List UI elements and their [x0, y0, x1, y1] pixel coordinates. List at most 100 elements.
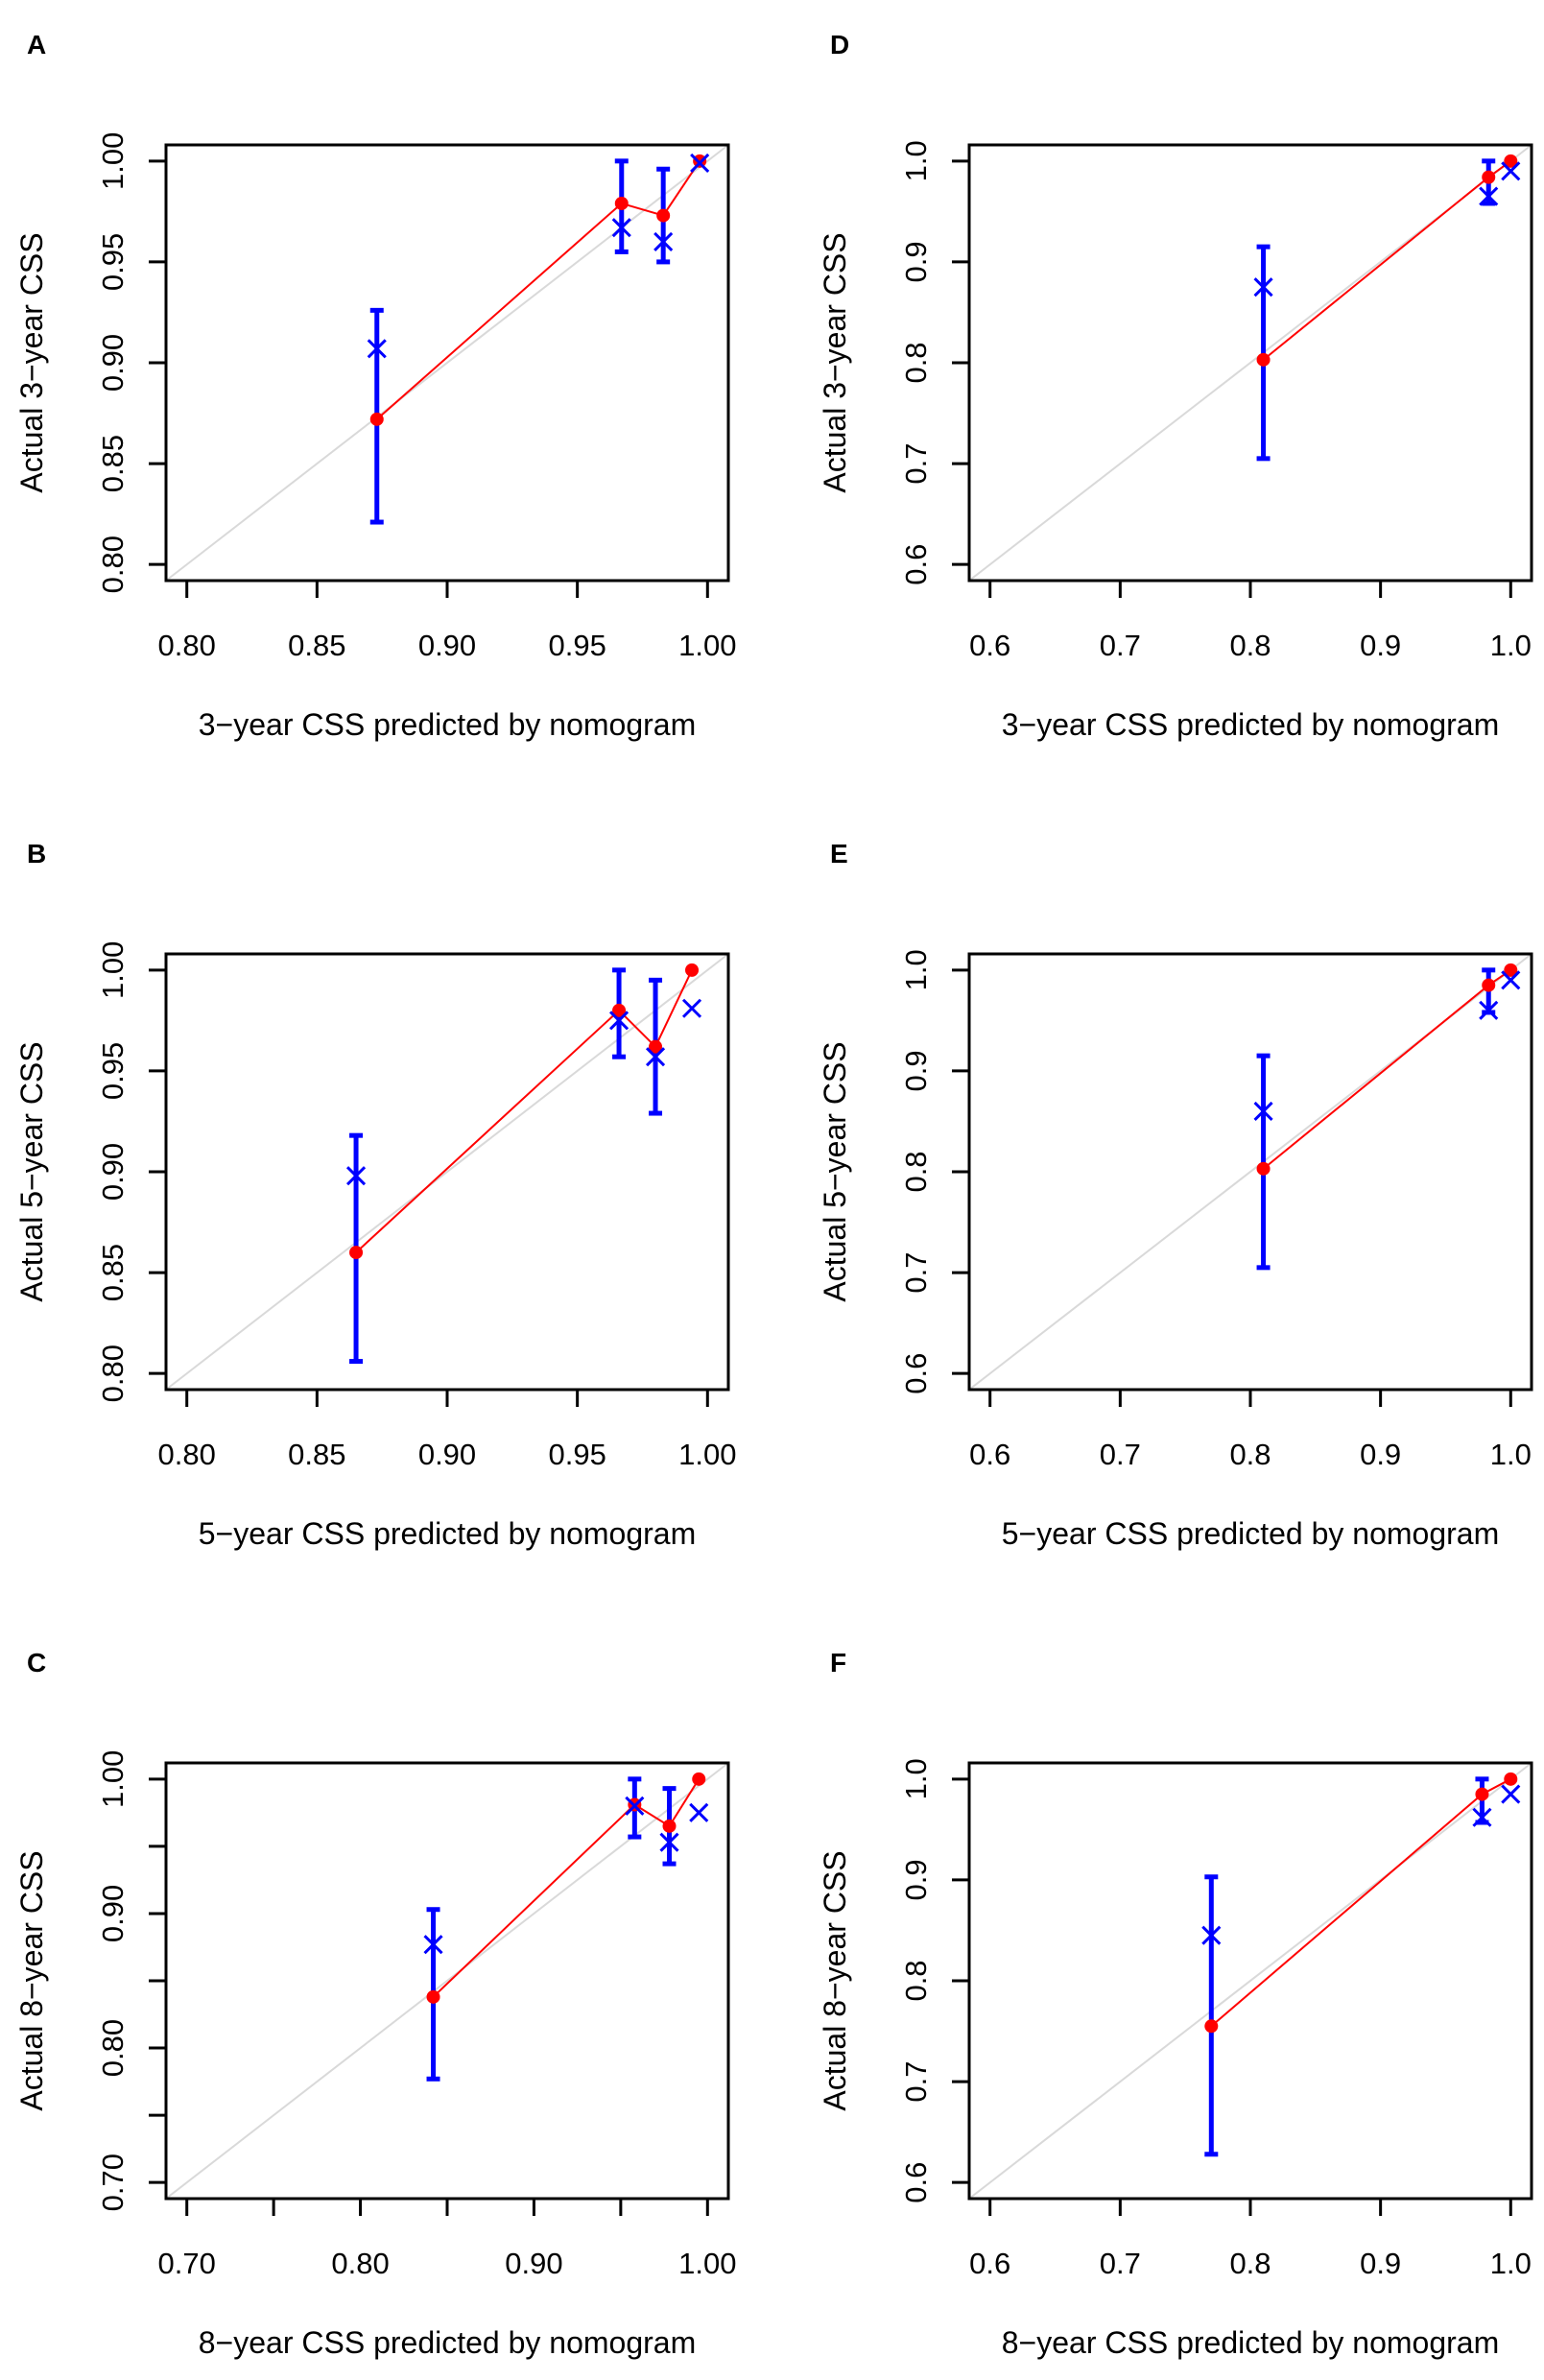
- panel-letter: C: [27, 1648, 46, 1678]
- x-tick-label: 0.8: [1229, 629, 1271, 662]
- calibration-plot: A 0.80 0.85 0.90 0.95 1.00 0.80 0.85 0.90 0.95 1.0…: [14, 30, 736, 742]
- km-estimate-cross: [681, 998, 702, 1018]
- y-tick-label: 0.8: [899, 342, 933, 383]
- km-estimate-cross: [1479, 186, 1499, 206]
- km-estimate-cross: [611, 218, 631, 238]
- calibration-line: [1210, 1777, 1511, 2028]
- observed-point: [1504, 963, 1518, 977]
- y-tick-label: 1.0: [899, 1758, 933, 1799]
- y-axis-title: Actual 3−year CSS: [818, 232, 852, 492]
- km-estimate-cross: [608, 1011, 629, 1031]
- km-estimate-cross: [1501, 161, 1521, 181]
- ideal-diagonal-line: [165, 1762, 729, 2200]
- y-tick-label: 0.7: [899, 1252, 933, 1294]
- km-estimate-cross: [645, 1047, 666, 1067]
- x-axis-title: 3−year CSS predicted by nomogram: [1002, 707, 1499, 742]
- x-tick-label: 0.8: [1229, 2247, 1271, 2280]
- y-tick-label: 0.6: [899, 544, 933, 585]
- panel-f: F 0.6 0.7 0.8 0.9 1.0 0.6 0.7 0.8 0.9 1.0 8−year CS…: [803, 1618, 1544, 2380]
- y-tick-label: 0.9: [899, 241, 933, 282]
- y-tick-label: 0.70: [96, 2154, 130, 2211]
- observed-point: [1256, 352, 1271, 367]
- x-tick-label: 0.70: [158, 2247, 216, 2280]
- km-estimate-cross: [1479, 1000, 1499, 1020]
- x-tick-label: 0.7: [1100, 1438, 1141, 1471]
- observed-point: [685, 963, 700, 977]
- x-axis-title: 5−year CSS predicted by nomogram: [1002, 1516, 1499, 1551]
- observed-point: [612, 1003, 627, 1017]
- y-tick-label: 1.0: [899, 140, 933, 181]
- calibration-line: [376, 160, 701, 420]
- x-tick-label: 0.95: [548, 1438, 606, 1471]
- y-tick-label: 0.7: [899, 443, 933, 485]
- panel-c: C 0.70 0.80 0.90 1.00 0.70 0.80 0.90 1.00 8−year …: [0, 1618, 768, 2380]
- calibration-line: [432, 1778, 701, 1998]
- observed-point: [1504, 154, 1518, 168]
- observed-point: [1482, 978, 1496, 992]
- observed-point: [614, 196, 629, 210]
- km-estimate-cross: [1201, 1925, 1222, 1945]
- x-tick-label: 0.85: [288, 1438, 345, 1471]
- y-tick-label: 0.8: [899, 1151, 933, 1192]
- x-tick-label: 0.80: [158, 629, 216, 662]
- x-tick-label: 0.6: [969, 629, 1010, 662]
- x-axis-title: 8−year CSS predicted by nomogram: [1002, 2325, 1499, 2360]
- x-tick-label: 0.80: [158, 1438, 216, 1471]
- observed-point: [1475, 1787, 1489, 1801]
- y-tick-label: 0.80: [96, 2019, 130, 2077]
- y-tick-label: 0.9: [899, 1859, 933, 1900]
- calibration-plot: E 0.6 0.7 0.8 0.9 1.0 0.6 0.7 0.8 0.9 1.0 5−year CS…: [818, 839, 1533, 1551]
- x-tick-label: 1.0: [1490, 2247, 1532, 2280]
- x-axis-title: 5−year CSS predicted by nomogram: [199, 1516, 696, 1551]
- x-tick-label: 0.9: [1360, 629, 1401, 662]
- observed-point: [426, 1989, 440, 2004]
- x-tick-label: 0.90: [418, 1438, 476, 1471]
- km-estimate-cross: [423, 1935, 443, 1955]
- x-axis-title: 8−year CSS predicted by nomogram: [199, 2325, 696, 2360]
- x-tick-label: 1.00: [678, 2247, 736, 2280]
- panel-letter: E: [830, 839, 848, 869]
- x-axis-title: 3−year CSS predicted by nomogram: [199, 707, 696, 742]
- x-tick-label: 1.00: [678, 1438, 736, 1471]
- calibration-plot: F 0.6 0.7 0.8 0.9 1.0 0.6 0.7 0.8 0.9 1.0 8−year CS…: [818, 1648, 1533, 2360]
- y-tick-label: 0.80: [96, 1345, 130, 1402]
- km-estimate-cross: [367, 339, 387, 359]
- x-tick-label: 1.0: [1490, 629, 1532, 662]
- x-tick-label: 0.6: [969, 2247, 1010, 2280]
- y-tick-label: 1.0: [899, 949, 933, 990]
- x-tick-label: 1.0: [1490, 1438, 1532, 1471]
- x-tick-label: 0.90: [505, 2247, 562, 2280]
- calibration-line: [355, 969, 693, 1253]
- y-axis-title: Actual 5−year CSS: [818, 1041, 852, 1301]
- km-estimate-cross: [1501, 970, 1521, 990]
- observed-point: [649, 1039, 663, 1054]
- panel-d: D 0.6 0.7 0.8 0.9 1.0 0.6 0.7 0.8 0.9 1.0 3−year CS…: [803, 0, 1544, 809]
- y-tick-label: 1.00: [96, 132, 130, 190]
- y-tick-label: 0.6: [899, 2162, 933, 2203]
- x-tick-label: 1.00: [678, 629, 736, 662]
- y-tick-label: 0.8: [899, 1960, 933, 2001]
- x-tick-label: 0.90: [418, 629, 476, 662]
- y-tick-label: 1.00: [96, 941, 130, 999]
- y-tick-label: 0.90: [96, 1885, 130, 1942]
- observed-point: [369, 412, 384, 426]
- calibration-plot: B 0.80 0.85 0.90 0.95 1.00 0.80 0.85 0.90 0.95 1.0…: [14, 839, 736, 1551]
- x-tick-label: 0.9: [1360, 2247, 1401, 2280]
- panel-letter: A: [27, 30, 46, 60]
- x-tick-label: 0.8: [1229, 1438, 1271, 1471]
- km-estimate-cross: [690, 153, 710, 173]
- x-tick-label: 0.6: [969, 1438, 1010, 1471]
- km-estimate-cross: [1501, 1784, 1521, 1804]
- y-tick-label: 0.90: [96, 334, 130, 392]
- y-tick-label: 0.85: [96, 435, 130, 492]
- panel-e: E 0.6 0.7 0.8 0.9 1.0 0.6 0.7 0.8 0.9 1.0 5−year CS…: [803, 809, 1544, 1618]
- km-estimate-cross: [689, 1802, 709, 1822]
- ideal-diagonal-line: [165, 144, 729, 582]
- panel-letter: B: [27, 839, 46, 869]
- x-tick-label: 0.95: [548, 629, 606, 662]
- y-tick-label: 0.90: [96, 1143, 130, 1201]
- y-tick-label: 0.80: [96, 536, 130, 593]
- y-tick-label: 1.00: [96, 1750, 130, 1808]
- observed-point: [692, 1772, 706, 1786]
